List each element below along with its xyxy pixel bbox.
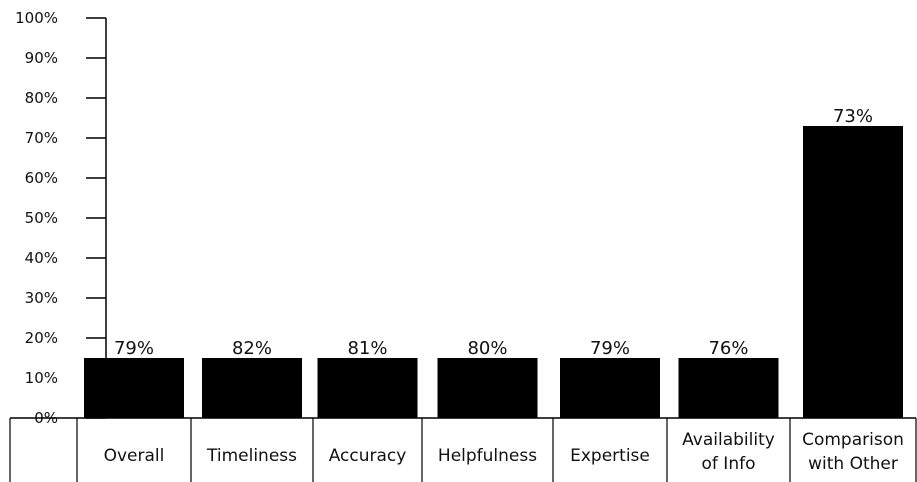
y-tick-label: 90% <box>25 49 58 67</box>
y-tick-label: 50% <box>25 209 58 227</box>
category-label: Expertise <box>570 446 650 466</box>
bar-value-label: 82% <box>232 338 272 359</box>
y-tick-label: 70% <box>25 129 58 147</box>
bar-value-label: 80% <box>467 338 507 359</box>
category-label: Timeliness <box>206 446 297 466</box>
category-label: Helpfulness <box>438 446 537 466</box>
y-tick-label: 20% <box>25 329 58 347</box>
y-tick-label: 60% <box>25 169 58 187</box>
y-tick-label: 10% <box>25 369 58 387</box>
y-tick-label: 80% <box>25 89 58 107</box>
bar <box>437 358 538 418</box>
data-labels: 79% 82% 81% 80% 79% 76% 73% <box>114 106 873 359</box>
category-label: Overall <box>104 446 165 466</box>
category-label: Availability <box>682 430 775 450</box>
bar <box>84 358 184 418</box>
bar <box>202 358 302 418</box>
category-label: of Info <box>702 454 756 474</box>
category-label: with Other <box>808 454 898 474</box>
y-tick-label: 40% <box>25 249 58 267</box>
y-axis: 0%10%20%30%40%50%60%70%80%90%100% <box>15 9 107 427</box>
bar-value-label: 73% <box>833 106 873 127</box>
category-label: Comparison <box>802 430 904 450</box>
category-table: Overall Timeliness Accuracy Helpfulness Expe… <box>9 417 917 482</box>
bar <box>317 358 418 418</box>
bar <box>678 358 779 418</box>
bar-value-label: 79% <box>590 338 630 359</box>
bar-value-label: 79% <box>114 338 154 359</box>
bar-value-label: 81% <box>347 338 387 359</box>
bar-value-label: 76% <box>708 338 748 359</box>
bar <box>803 126 903 418</box>
bar <box>560 358 660 418</box>
bars <box>84 126 903 418</box>
category-label: Accuracy <box>329 446 407 466</box>
y-tick-label: 100% <box>15 9 58 27</box>
y-tick-label: 30% <box>25 289 58 307</box>
